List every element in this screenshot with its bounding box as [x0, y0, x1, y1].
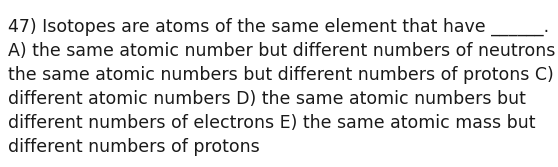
Text: the same atomic numbers but different numbers of protons C): the same atomic numbers but different nu…	[8, 66, 554, 84]
Text: 47) Isotopes are atoms of the same element that have ______.: 47) Isotopes are atoms of the same eleme…	[8, 18, 549, 36]
Text: A) the same atomic number but different numbers of neutrons B): A) the same atomic number but different …	[8, 42, 558, 60]
Text: different numbers of protons: different numbers of protons	[8, 138, 260, 156]
Text: different atomic numbers D) the same atomic numbers but: different atomic numbers D) the same ato…	[8, 90, 526, 108]
Text: different numbers of electrons E) the same atomic mass but: different numbers of electrons E) the sa…	[8, 114, 536, 132]
